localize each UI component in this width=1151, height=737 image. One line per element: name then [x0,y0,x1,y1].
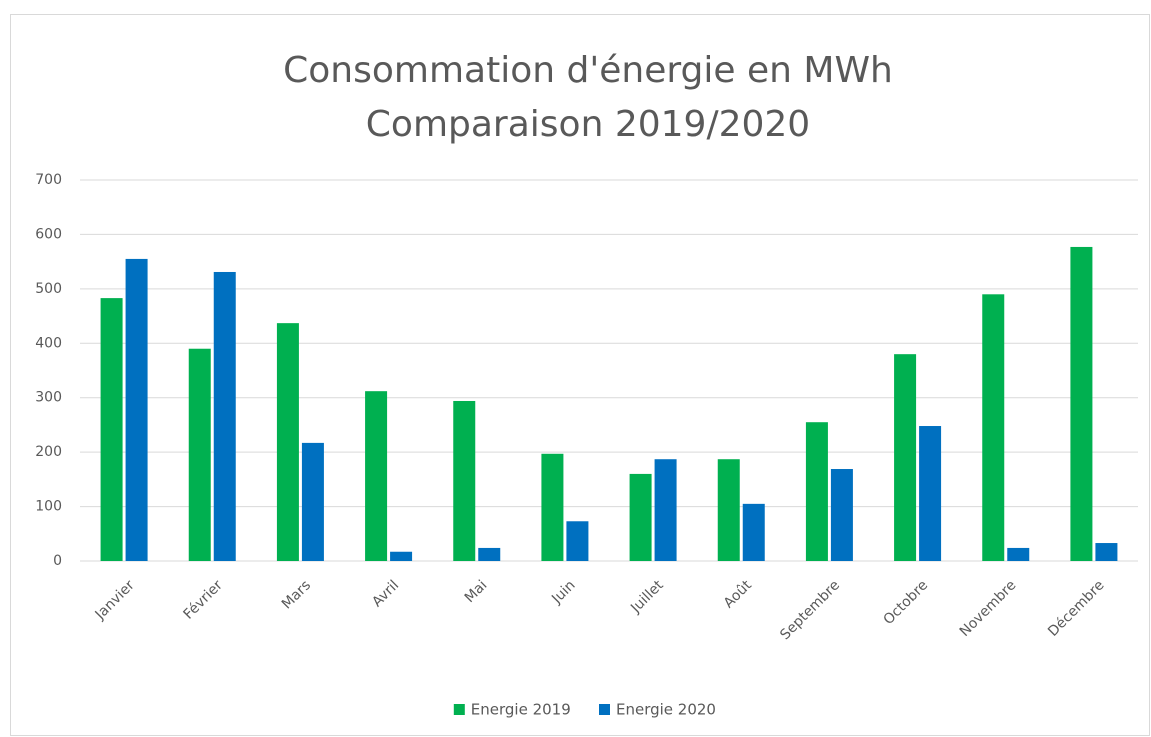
y-tick-label: 700 [35,172,62,188]
y-tick-label: 500 [35,281,62,297]
bar [654,459,677,561]
y-tick-label: 0 [53,553,62,569]
y-tick-label: 400 [35,335,62,351]
bar [919,426,942,561]
bar [805,422,828,561]
legend-swatch [599,704,610,715]
bar [276,323,299,561]
bar [566,521,589,561]
bar [453,400,476,561]
chart-subtitle: Comparaison 2019/2020 [366,104,810,145]
bar [982,294,1005,561]
bar [125,258,148,561]
y-tick-label: 200 [35,444,62,460]
bar [894,354,917,561]
bar [541,453,564,561]
bar [830,469,853,561]
bar [1007,547,1030,561]
y-tick-label: 600 [35,226,62,242]
bar [478,547,501,561]
bar [742,503,765,561]
y-tick-label: 300 [35,390,62,406]
bar [188,348,211,561]
legend-label: Energie 2020 [616,701,716,719]
legend-swatch [453,704,465,715]
bar [390,551,413,561]
chart-title: Consommation d'énergie en MWh [283,50,893,91]
y-tick-label: 100 [35,499,62,515]
bar [1095,543,1118,561]
legend-label: Energie 2019 [471,701,571,719]
bar [213,271,236,561]
bar [365,391,388,561]
bar [301,442,324,561]
bar [1070,246,1093,561]
bar [629,473,652,561]
bar [100,298,123,561]
bar [717,459,740,561]
